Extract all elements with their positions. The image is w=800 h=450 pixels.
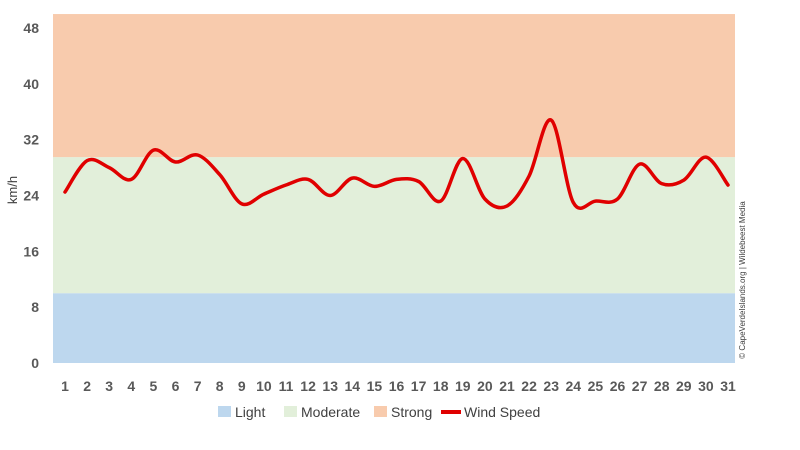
x-tick-label: 25 xyxy=(588,378,604,394)
x-tick-label: 31 xyxy=(720,378,736,394)
x-tick-label: 16 xyxy=(389,378,405,394)
x-tick-label: 13 xyxy=(322,378,338,394)
x-tick-label: 24 xyxy=(566,378,582,394)
x-tick-label: 17 xyxy=(411,378,427,394)
x-tick-label: 5 xyxy=(150,378,158,394)
x-tick-label: 7 xyxy=(194,378,202,394)
x-tick-label: 11 xyxy=(279,378,294,394)
x-tick-label: 21 xyxy=(499,378,515,394)
x-tick-label: 6 xyxy=(172,378,180,394)
y-tick-label: 0 xyxy=(31,355,39,371)
y-axis-ticks: 0 8 16 24 32 40 48 xyxy=(23,20,39,371)
x-tick-label: 26 xyxy=(610,378,626,394)
y-tick-label: 16 xyxy=(23,243,39,259)
band-light xyxy=(53,293,735,363)
legend-label-strong: Strong xyxy=(391,404,432,420)
x-tick-label: 14 xyxy=(345,378,361,394)
x-axis-ticks: 1 2 3 4 5 6 7 8 9 10 11 12 13 14 15 16 17 18 19 20 21 22 23 24 2… xyxy=(61,378,736,394)
x-tick-label: 1 xyxy=(61,378,69,394)
band-moderate xyxy=(53,157,735,294)
x-tick-label: 27 xyxy=(632,378,648,394)
x-tick-label: 4 xyxy=(127,378,135,394)
series-layer xyxy=(63,118,730,210)
legend: Light Moderate Strong Wind Speed xyxy=(218,404,540,420)
y-tick-label: 40 xyxy=(23,76,39,92)
x-tick-label: 23 xyxy=(543,378,559,394)
x-tick-label: 15 xyxy=(367,378,383,394)
x-tick-label: 9 xyxy=(238,378,246,394)
x-tick-label: 28 xyxy=(654,378,670,394)
band-layer xyxy=(53,14,735,363)
x-tick-label: 10 xyxy=(256,378,272,394)
legend-swatch-moderate xyxy=(284,406,297,417)
legend-swatch-light xyxy=(218,406,231,417)
x-tick-label: 29 xyxy=(676,378,692,394)
x-tick-label: 12 xyxy=(300,378,316,394)
legend-label-wind-speed: Wind Speed xyxy=(464,404,540,420)
x-tick-label: 19 xyxy=(455,378,471,394)
x-tick-label: 20 xyxy=(477,378,493,394)
x-tick-label: 22 xyxy=(521,378,537,394)
y-tick-label: 48 xyxy=(23,20,39,36)
x-tick-label: 18 xyxy=(433,378,449,394)
legend-swatch-strong xyxy=(374,406,387,417)
x-tick-label: 30 xyxy=(698,378,714,394)
x-tick-label: 2 xyxy=(83,378,91,394)
y-tick-label: 24 xyxy=(23,188,39,204)
series-line-wind-speed xyxy=(63,118,730,210)
legend-label-light: Light xyxy=(235,404,265,420)
y-tick-label: 32 xyxy=(23,132,39,148)
legend-label-moderate: Moderate xyxy=(301,404,360,420)
y-axis-label: km/h xyxy=(5,176,20,204)
credit-text: © CapeVerdeIslands.org | Wildebeest Medi… xyxy=(738,201,747,359)
band-strong xyxy=(53,14,735,158)
x-tick-label: 8 xyxy=(216,378,224,394)
y-tick-label: 8 xyxy=(31,299,39,315)
x-tick-label: 3 xyxy=(105,378,113,394)
